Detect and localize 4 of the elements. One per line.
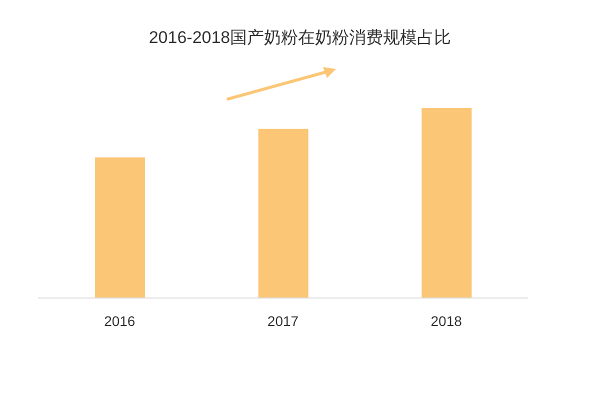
x-tick-label: 2016 (104, 312, 136, 329)
x-tick-label: 2017 (267, 312, 299, 329)
chart-title: 2016-2018国产奶粉在奶粉消费规模占比 (148, 27, 452, 49)
x-tick-label: 2018 (430, 312, 462, 329)
